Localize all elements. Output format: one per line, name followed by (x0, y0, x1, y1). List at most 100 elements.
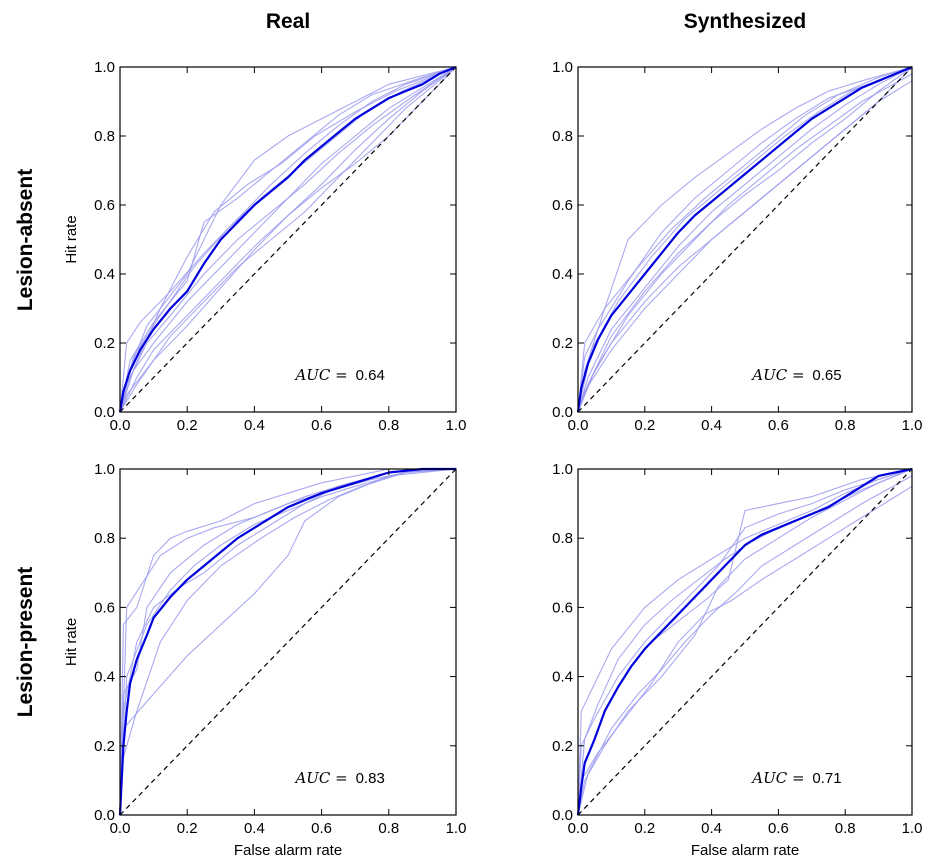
row-title-lesion-absent: Lesion-absent (14, 169, 37, 311)
reader-roc-curve-4 (577, 66, 913, 413)
chance-diagonal-line (119, 468, 457, 816)
reader-roc-curve-4 (119, 468, 457, 816)
auc-value: 0.64 (356, 367, 385, 384)
y-tick-label: 0.0 (552, 807, 573, 824)
auc-label: AUC = (293, 769, 347, 787)
y-tick-label: 0.0 (552, 404, 573, 421)
auc-label: AUC = (750, 769, 804, 787)
y-tick-label: 0.4 (552, 266, 573, 283)
x-tick-label: 0.6 (768, 417, 789, 434)
chance-diagonal-line (577, 66, 913, 413)
y-tick-label: 0.2 (552, 335, 573, 352)
y-tick-label: 0.2 (94, 738, 115, 755)
y-axis-label: Hit rate (63, 618, 80, 666)
reader-roc-curve-7 (119, 66, 457, 413)
y-tick-label: 0.0 (94, 807, 115, 824)
row-title-lesion-present: Lesion-present (14, 567, 37, 718)
reader-roc-curve-3 (119, 66, 457, 413)
reader-roc-curve-9 (119, 66, 457, 413)
auc-label: AUC = (293, 366, 347, 384)
y-tick-label: 0.4 (94, 669, 115, 686)
reader-roc-curve-1 (577, 66, 913, 413)
reader-roc-curve-5 (119, 468, 457, 816)
plot-frame (577, 66, 913, 413)
reader-roc-curve-6 (577, 73, 913, 413)
y-tick-label: 1.0 (94, 59, 115, 76)
y-tick-label: 1.0 (552, 59, 573, 76)
chance-diagonal-line (119, 66, 457, 413)
x-tick-label: 0.2 (634, 417, 655, 434)
reader-roc-curve-6 (119, 468, 457, 816)
chance-diagonal-line (577, 468, 913, 816)
x-tick-label: 0.8 (835, 820, 856, 837)
x-tick-label: 0.2 (634, 820, 655, 837)
plot-frame (119, 66, 457, 413)
y-axis-label: Hit rate (63, 215, 80, 263)
x-tick-label: 0.0 (568, 820, 589, 837)
reader-roc-curve-6 (577, 485, 913, 816)
y-tick-label: 1.0 (94, 461, 115, 478)
x-axis-label: False alarm rate (691, 842, 799, 859)
x-axis-label: False alarm rate (234, 842, 342, 859)
y-tick-label: 0.2 (94, 335, 115, 352)
y-tick-label: 0.6 (552, 197, 573, 214)
reader-roc-curve-2 (577, 468, 913, 816)
x-tick-label: 0.8 (378, 417, 399, 434)
reader-roc-curve-9 (577, 80, 913, 413)
y-tick-label: 0.6 (552, 599, 573, 616)
x-tick-label: 1.0 (902, 820, 923, 837)
reader-roc-curve-1 (577, 468, 913, 816)
x-tick-label: 0.0 (568, 417, 589, 434)
roc-panel-real-lesion-absent: 0.0 0.2 0.4 0.6 0.8 1.0 0.0 0.2 0.4 0.6 0.8 1.0 Hit … (63, 59, 466, 434)
x-tick-label: 0.6 (311, 417, 332, 434)
mean-roc-curve (576, 467, 913, 816)
plot-frame (577, 468, 913, 816)
reader-roc-curve-5 (577, 66, 913, 413)
auc-value: 0.65 (812, 367, 841, 384)
y-tick-label: 0.4 (94, 266, 115, 283)
x-tick-label: 0.4 (701, 820, 722, 837)
x-tick-label: 0.4 (244, 820, 265, 837)
x-tick-label: 0.0 (110, 417, 131, 434)
x-tick-label: 0.2 (177, 417, 198, 434)
reader-roc-curve-3 (577, 468, 913, 816)
x-tick-label: 0.8 (835, 417, 856, 434)
x-tick-label: 0.8 (378, 820, 399, 837)
x-tick-label: 0.2 (177, 820, 198, 837)
auc-label: AUC = (750, 366, 804, 384)
roc-panel-synthesized-lesion-absent: 0.0 0.2 0.4 0.6 0.8 1.0 0.0 0.2 0.4 0.6 0.8 1.0 AUC … (552, 59, 922, 434)
mean-roc-curve (118, 467, 456, 816)
auc-value: 0.71 (812, 770, 841, 787)
y-tick-label: 0.2 (552, 738, 573, 755)
x-tick-label: 0.6 (311, 820, 332, 837)
y-tick-label: 0.8 (552, 530, 573, 547)
roc-panel-synthesized-lesion-present: 0.0 0.2 0.4 0.6 0.8 1.0 0.0 0.2 0.4 0.6 0.8 1.0 Fals… (552, 461, 922, 859)
y-tick-label: 0.8 (94, 530, 115, 547)
x-tick-label: 1.0 (446, 820, 467, 837)
column-title-real: Real (266, 10, 310, 33)
auc-value: 0.83 (356, 770, 385, 787)
reader-roc-curve-7 (119, 468, 456, 816)
x-tick-label: 0.4 (244, 417, 265, 434)
x-tick-label: 1.0 (902, 417, 923, 434)
plot-frame (119, 468, 457, 816)
mean-roc-curve (576, 65, 913, 413)
x-tick-label: 0.6 (768, 820, 789, 837)
y-tick-label: 0.6 (94, 197, 115, 214)
reader-roc-curve-4 (577, 475, 913, 816)
reader-roc-curve-5 (119, 66, 457, 413)
y-tick-label: 0.0 (94, 404, 115, 421)
reader-roc-curve-7 (577, 66, 913, 413)
column-title-synthesized: Synthesized (684, 10, 807, 33)
mean-roc-curve (118, 65, 457, 413)
reader-roc-curve-4 (119, 66, 457, 413)
y-tick-label: 0.8 (94, 128, 115, 145)
y-tick-label: 0.6 (94, 599, 115, 616)
y-tick-label: 0.8 (552, 128, 573, 145)
x-tick-label: 0.0 (110, 820, 131, 837)
reader-roc-curve-6 (119, 66, 457, 413)
x-tick-label: 1.0 (446, 417, 467, 434)
reader-roc-curve-1 (119, 468, 456, 816)
reader-roc-curve-3 (119, 468, 457, 816)
